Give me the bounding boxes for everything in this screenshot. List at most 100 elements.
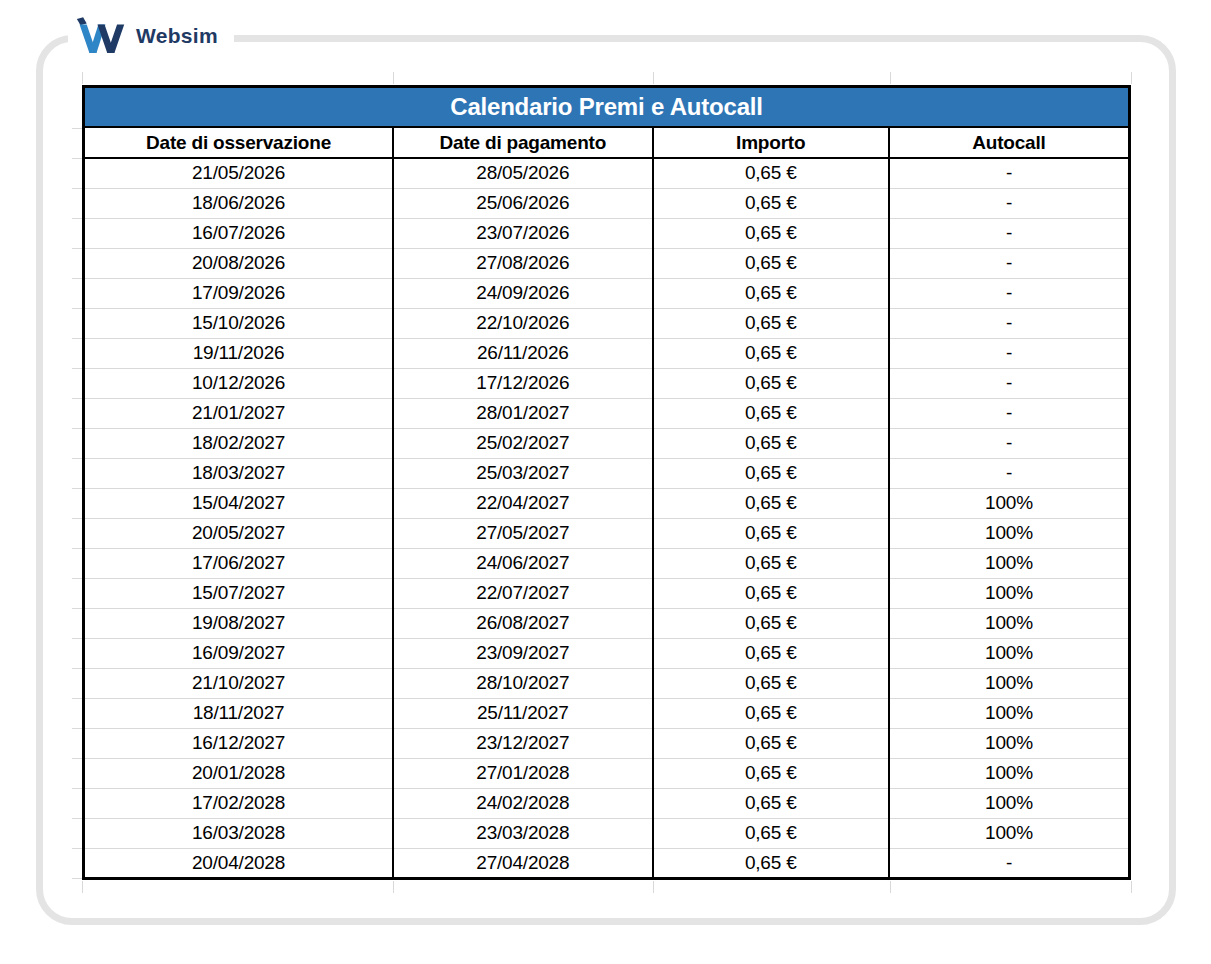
table-cell: 18/02/2027 (84, 428, 394, 458)
table-row: 16/12/202723/12/20270,65 €100% (84, 728, 1130, 758)
table-cell: 100% (889, 548, 1130, 578)
websim-w-icon (76, 17, 126, 55)
table-row: 10/12/202617/12/20260,65 €- (84, 368, 1130, 398)
table-cell: 23/07/2026 (393, 218, 652, 248)
header-row: Date di osservazione Date di pagamento I… (84, 128, 1130, 158)
table-cell: - (889, 428, 1130, 458)
table-cell: 16/12/2027 (84, 728, 394, 758)
table-row: 17/02/202824/02/20280,65 €100% (84, 788, 1130, 818)
table-cell: 27/08/2026 (393, 248, 652, 278)
table-cell: 0,65 € (653, 368, 889, 398)
table-cell: 28/10/2027 (393, 668, 652, 698)
table-row: 21/01/202728/01/20270,65 €- (84, 398, 1130, 428)
table-cell: 22/07/2027 (393, 578, 652, 608)
table-cell: 100% (889, 578, 1130, 608)
gridline-stub (653, 72, 654, 84)
table-row: 20/05/202727/05/20270,65 €100% (84, 518, 1130, 548)
table-cell: 0,65 € (653, 398, 889, 428)
table-cell: - (889, 248, 1130, 278)
gridline-stub (82, 881, 83, 893)
table-cell: 0,65 € (653, 848, 889, 878)
table-cell: - (889, 308, 1130, 338)
autocall-schedule-table: Calendario Premi e Autocall Date di osse… (82, 85, 1131, 880)
table-cell: 0,65 € (653, 818, 889, 848)
table-cell: 15/07/2027 (84, 578, 394, 608)
table-cell: 15/10/2026 (84, 308, 394, 338)
table-cell: 0,65 € (653, 278, 889, 308)
table-cell: 15/04/2027 (84, 488, 394, 518)
table-cell: 0,65 € (653, 338, 889, 368)
table-cell: 0,65 € (653, 488, 889, 518)
table-cell: 100% (889, 488, 1130, 518)
table-cell: 28/01/2027 (393, 398, 652, 428)
table-cell: 27/05/2027 (393, 518, 652, 548)
table-cell: 25/06/2026 (393, 188, 652, 218)
table-row: 16/07/202623/07/20260,65 €- (84, 218, 1130, 248)
table-cell: 16/07/2026 (84, 218, 394, 248)
table-cell: 16/03/2028 (84, 818, 394, 848)
table-cell: 20/04/2028 (84, 848, 394, 878)
table-cell: 26/08/2027 (393, 608, 652, 638)
table-cell: 0,65 € (653, 638, 889, 668)
table-cell: - (889, 848, 1130, 878)
table-row: 19/11/202626/11/20260,65 €- (84, 338, 1130, 368)
table-row: 20/01/202827/01/20280,65 €100% (84, 758, 1130, 788)
table-cell: 27/04/2028 (393, 848, 652, 878)
table-row: 18/11/202725/11/20270,65 €100% (84, 698, 1130, 728)
table-cell: 23/03/2028 (393, 818, 652, 848)
table-cell: 19/08/2027 (84, 608, 394, 638)
table-cell: 0,65 € (653, 428, 889, 458)
table-cell: 18/06/2026 (84, 188, 394, 218)
table-cell: 24/09/2026 (393, 278, 652, 308)
table-cell: 20/01/2028 (84, 758, 394, 788)
table-cell: 100% (889, 728, 1130, 758)
table-cell: 23/12/2027 (393, 728, 652, 758)
table-row: 18/02/202725/02/20270,65 €- (84, 428, 1130, 458)
table-row: 15/07/202722/07/20270,65 €100% (84, 578, 1130, 608)
table-cell: 100% (889, 698, 1130, 728)
table-cell: 100% (889, 758, 1130, 788)
table-cell: 22/10/2026 (393, 308, 652, 338)
table-cell: 17/02/2028 (84, 788, 394, 818)
table-cell: 0,65 € (653, 518, 889, 548)
gridline-stub (890, 72, 891, 84)
table-cell: 26/11/2026 (393, 338, 652, 368)
table-cell: 21/01/2027 (84, 398, 394, 428)
table-cell: 0,65 € (653, 458, 889, 488)
table-cell: 0,65 € (653, 218, 889, 248)
table-cell: 17/06/2027 (84, 548, 394, 578)
table-row: 18/03/202725/03/20270,65 €- (84, 458, 1130, 488)
table-body: 21/05/202628/05/20260,65 €-18/06/202625/… (84, 158, 1130, 878)
table-row: 17/06/202724/06/20270,65 €100% (84, 548, 1130, 578)
table-row: 20/08/202627/08/20260,65 €- (84, 248, 1130, 278)
column-header-autocall: Autocall (889, 128, 1130, 158)
table-row: 16/09/202723/09/20270,65 €100% (84, 638, 1130, 668)
table-cell: 0,65 € (653, 668, 889, 698)
table-row: 17/09/202624/09/20260,65 €- (84, 278, 1130, 308)
gridline-stub (82, 72, 83, 84)
table-cell: - (889, 458, 1130, 488)
table-cell: 20/05/2027 (84, 518, 394, 548)
gridline-stub (890, 881, 891, 893)
table-cell: 25/03/2027 (393, 458, 652, 488)
table-cell: 16/09/2027 (84, 638, 394, 668)
table-cell: 0,65 € (653, 248, 889, 278)
table-cell: 18/11/2027 (84, 698, 394, 728)
table-row: 18/06/202625/06/20260,65 €- (84, 188, 1130, 218)
table-cell: 0,65 € (653, 308, 889, 338)
table-cell: 17/09/2026 (84, 278, 394, 308)
table-cell: 18/03/2027 (84, 458, 394, 488)
table-cell: 19/11/2026 (84, 338, 394, 368)
table-cell: 100% (889, 518, 1130, 548)
table-cell: 21/10/2027 (84, 668, 394, 698)
table-cell: 100% (889, 638, 1130, 668)
table-cell: 100% (889, 668, 1130, 698)
table-cell: - (889, 218, 1130, 248)
table-cell: 0,65 € (653, 578, 889, 608)
table-cell: 22/04/2027 (393, 488, 652, 518)
table-cell: - (889, 398, 1130, 428)
table-cell: - (889, 188, 1130, 218)
column-header-date-osservazione: Date di osservazione (84, 128, 394, 158)
table-row: 16/03/202823/03/20280,65 €100% (84, 818, 1130, 848)
gridline-stub (393, 881, 394, 893)
